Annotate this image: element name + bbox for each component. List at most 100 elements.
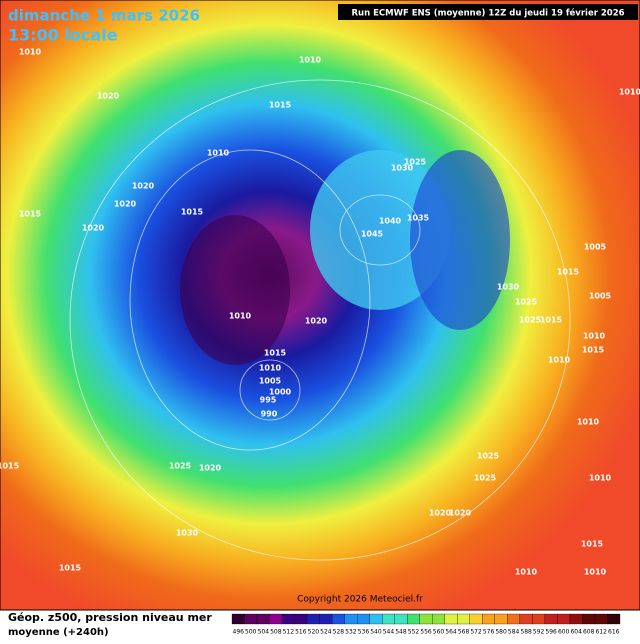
scale-label: 544: [383, 629, 395, 636]
scale-label: 592: [533, 629, 545, 636]
scale-label: 604: [570, 629, 582, 636]
scale-label: 600: [558, 629, 570, 636]
isobar-label: 1010: [207, 149, 230, 158]
scale-label: 568: [458, 629, 470, 636]
isobar-labels: 1010 1020 1010 1015 1010 1025 1030 1020 1020 1015…: [0, 48, 640, 577]
scale-swatch: [319, 613, 333, 625]
scale-label: 520: [308, 629, 320, 636]
time: 13:00 locale: [8, 26, 118, 45]
isobar-label: 1030: [176, 529, 199, 538]
scale-label: 508: [270, 629, 282, 636]
isobar-label: 1030: [391, 164, 414, 173]
isobar-label: 1025: [169, 462, 192, 471]
isobar-label: 1020: [132, 182, 155, 191]
scale-swatch: [382, 613, 395, 625]
trough: [410, 150, 510, 330]
isobar-label: 1010: [589, 474, 612, 483]
scale-swatch: [444, 613, 458, 625]
isobar-label: 1010: [229, 312, 252, 321]
isobar-label: 1025: [477, 452, 500, 461]
scale-label: 588: [520, 629, 532, 636]
isobar-label: 1010: [584, 568, 607, 577]
isobar-label: 1020: [97, 92, 120, 101]
copyright: Copyright 2026 Meteociel.fr: [297, 595, 423, 605]
scale-swatch: [294, 613, 308, 625]
scale-label: 512: [283, 629, 295, 636]
isobar-label: 1000: [269, 388, 292, 397]
isobar-label: 1030: [497, 283, 520, 292]
scale-swatch: [269, 613, 283, 625]
isobar-label: 1010: [19, 48, 42, 57]
low-center: [180, 215, 290, 365]
scale-swatch: [419, 613, 433, 625]
isobar-label: 1020: [199, 464, 222, 473]
scale-swatch: [494, 613, 508, 625]
scale-swatch: [344, 613, 358, 625]
scale-label: 552: [408, 629, 420, 636]
scale-swatch: [231, 613, 245, 625]
scale-label: 560: [433, 629, 445, 636]
scale-label: 572: [470, 629, 482, 636]
scale-label: 504: [258, 629, 270, 636]
isobar-label: 1020: [429, 509, 452, 518]
scale-label: 540: [370, 629, 382, 636]
isobar-label: 1015: [540, 316, 563, 325]
isobar-label: 1020: [82, 224, 105, 233]
scale-label: 548: [395, 629, 407, 636]
isobar-label: 1015: [557, 268, 580, 277]
isobar-label: 1005: [584, 243, 607, 252]
isobar-label: 1010: [583, 332, 606, 341]
isobar-label: 1010: [619, 88, 640, 97]
isobar-label: 1045: [361, 230, 384, 239]
scale-swatch: [394, 613, 408, 625]
scale-label: 556: [420, 629, 432, 636]
geopotential-field: [0, 0, 640, 610]
scale-swatch: [357, 613, 370, 625]
scale-label: 532: [345, 629, 357, 636]
isobar-label: 1035: [407, 214, 430, 223]
isobar-label: 1015: [59, 564, 82, 573]
isobar-label: 1015: [19, 210, 42, 219]
scale-swatch: [519, 613, 533, 625]
isobar-label: 1010: [259, 364, 282, 373]
scale-swatch: [582, 613, 596, 625]
isobar-label: 1010: [548, 356, 571, 365]
scale-label: 580: [495, 629, 507, 636]
run-info: Run ECMWF ENS (moyenne) 12Z du jeudi 19 …: [351, 8, 624, 19]
scale-label: 616: [608, 629, 620, 636]
scale-swatch: [469, 613, 483, 625]
scale-swatch: [607, 613, 621, 625]
scale-label: 536: [358, 629, 370, 636]
isobar-label: 1015: [581, 540, 604, 549]
scale-label: 524: [320, 629, 332, 636]
scale-swatch: [306, 613, 320, 625]
isobar-label: 1015: [0, 462, 20, 471]
isobar-label: 1015: [181, 208, 204, 217]
isobar-label: 1015: [582, 346, 605, 355]
scale-label: 516: [295, 629, 307, 636]
isobar-label: 1015: [269, 101, 292, 110]
scale-swatch: [532, 613, 546, 625]
isobar-label: 990: [261, 410, 278, 419]
isobar-label: 1010: [299, 56, 322, 65]
isobar-label: 1020: [114, 200, 137, 209]
run-box: [338, 4, 638, 20]
scale-swatch: [544, 613, 558, 625]
isobar-label: 1025: [519, 316, 542, 325]
scale-label: 576: [483, 629, 495, 636]
scale-swatch: [244, 613, 258, 625]
scale-label: 608: [583, 629, 595, 636]
scale-label: 528: [333, 629, 345, 636]
isobar-label: 1010: [515, 568, 538, 577]
scale-label: 612: [595, 629, 607, 636]
scale-swatch: [407, 613, 420, 625]
date: dimanche 1 mars 2026: [8, 7, 200, 25]
scale-swatch: [594, 613, 608, 625]
footer-title: Géop. z500, pression niveau mer: [8, 611, 212, 624]
isobar-label: 1015: [264, 349, 287, 358]
isobar-label: 1005: [589, 292, 612, 301]
color-scale: 496 500 504 508 512 516 520 524 528 532 536 540 544 5…: [231, 613, 621, 636]
scale-swatch: [432, 613, 445, 625]
scale-swatch: [256, 613, 270, 625]
